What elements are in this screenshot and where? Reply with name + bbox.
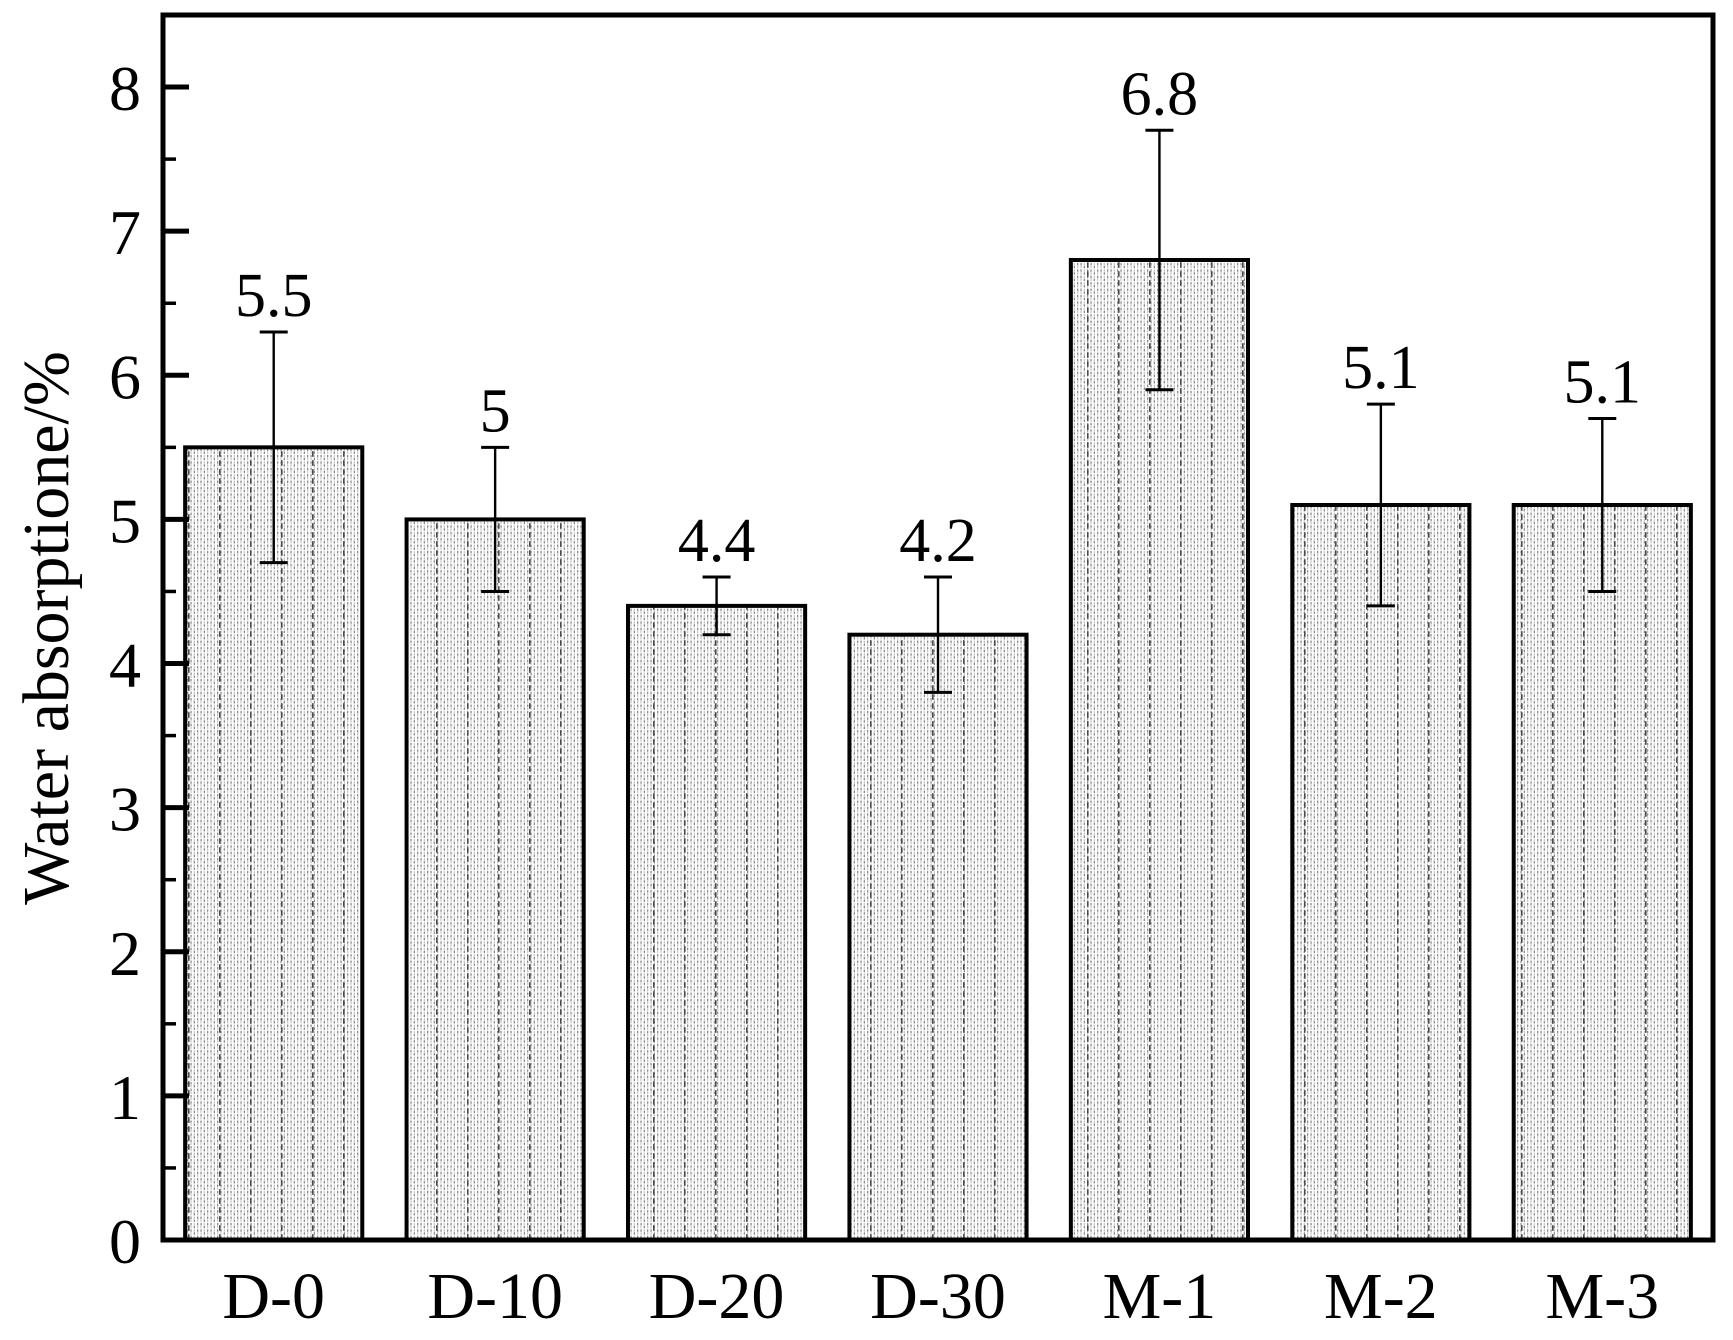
bar-value-label: 5.1 (1564, 349, 1642, 417)
x-tick-label-M-2: M-2 (1324, 1260, 1438, 1333)
y-tick-label-1: 1 (109, 1062, 141, 1133)
bar-value-label: 5.1 (1342, 334, 1420, 402)
y-tick-label-2: 2 (109, 918, 141, 989)
x-tick-label-D-30: D-30 (870, 1260, 1006, 1333)
x-tick-label-M-3: M-3 (1545, 1260, 1659, 1333)
labels-layer: 5.5 D-0 5 D-10 4.4 D-20 4.2 D-30 6.8 M-1 5.1 M-2 5.1… (109, 53, 1659, 1333)
plot-frame (160, 12, 1716, 1243)
bar-value-label: 5.5 (235, 262, 313, 330)
bar-overlay-D-0 (185, 447, 363, 1241)
axes-layer (160, 12, 1716, 1243)
bars-layer (183, 128, 1693, 1242)
bar-overlay-M-2 (1292, 505, 1470, 1240)
y-axis-title: Water absorptione/% (10, 351, 83, 905)
y-tick-label-6: 6 (109, 341, 141, 412)
bar-value-label: 6.8 (1121, 60, 1199, 128)
y-tick-label-5: 5 (109, 485, 141, 556)
y-tick-label-4: 4 (109, 630, 141, 701)
y-tick-label-8: 8 (109, 53, 141, 124)
x-tick-label-D-10: D-10 (427, 1260, 563, 1333)
bar-overlay-D-20 (628, 605, 806, 1240)
x-tick-label-D-0: D-0 (222, 1260, 325, 1333)
x-tick-label-M-1: M-1 (1103, 1260, 1217, 1333)
y-tick-label-0: 0 (109, 1206, 141, 1277)
bar-overlay-M-3 (1513, 505, 1691, 1240)
y-tick-label-7: 7 (109, 197, 141, 268)
bar-value-label: 4.2 (899, 507, 977, 575)
bar-value-label: 5 (480, 377, 511, 445)
bar-overlay-D-10 (406, 519, 584, 1240)
bar-overlay-M-1 (1070, 260, 1248, 1240)
y-tick-label-3: 3 (109, 774, 141, 845)
x-tick-label-D-20: D-20 (649, 1260, 785, 1333)
bar-value-label: 4.4 (678, 507, 756, 575)
bar-overlay-D-30 (849, 634, 1027, 1240)
